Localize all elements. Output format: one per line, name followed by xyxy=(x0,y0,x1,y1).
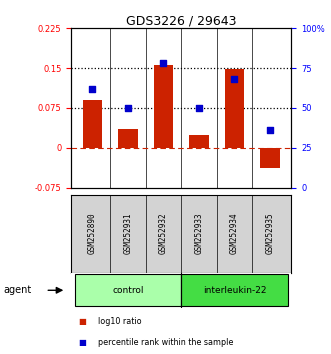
Point xyxy=(125,105,131,111)
Bar xyxy=(83,100,102,148)
Text: GSM252933: GSM252933 xyxy=(195,213,204,255)
Text: percentile rank within the sample: percentile rank within the sample xyxy=(98,338,233,347)
Text: log10 ratio: log10 ratio xyxy=(98,317,141,326)
Text: control: control xyxy=(112,286,144,295)
Text: GSM252932: GSM252932 xyxy=(159,213,168,255)
Text: GSM252890: GSM252890 xyxy=(88,213,97,255)
Bar xyxy=(189,135,209,148)
Text: interleukin-22: interleukin-22 xyxy=(203,286,266,295)
Bar xyxy=(154,65,173,148)
Text: agent: agent xyxy=(3,285,31,295)
Point xyxy=(196,105,202,111)
Bar xyxy=(225,69,244,148)
Text: GSM252931: GSM252931 xyxy=(123,213,132,255)
Text: ■: ■ xyxy=(78,338,86,347)
Point xyxy=(161,61,166,66)
Bar xyxy=(75,274,181,306)
Text: GSM252934: GSM252934 xyxy=(230,213,239,255)
Bar xyxy=(118,129,138,148)
Text: GSM252935: GSM252935 xyxy=(265,213,274,255)
Point xyxy=(232,76,237,82)
Point xyxy=(90,86,95,92)
Title: GDS3226 / 29643: GDS3226 / 29643 xyxy=(126,14,236,27)
Text: ■: ■ xyxy=(78,317,86,326)
Bar xyxy=(260,148,280,168)
Point xyxy=(267,127,273,133)
Bar xyxy=(181,274,288,306)
